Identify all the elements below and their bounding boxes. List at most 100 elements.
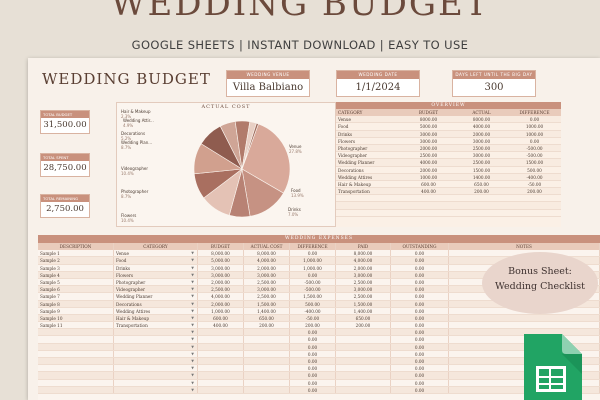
expense-cell-paid[interactable] [336, 372, 391, 379]
expense-cell-budget[interactable] [198, 386, 244, 393]
expense-cell-outstanding[interactable]: 0.00 [391, 286, 449, 293]
expense-cell-description[interactable]: Sample 4 [38, 271, 114, 278]
expense-cell-description[interactable]: Sample 8 [38, 300, 114, 307]
expense-cell-paid[interactable] [336, 379, 391, 386]
expense-cell-description[interactable] [38, 329, 114, 336]
expense-cell-actual-cost[interactable] [244, 365, 290, 372]
expense-cell-difference[interactable]: 0.00 [290, 250, 336, 257]
overview-cell-actual[interactable]: 3000.00 [472, 153, 491, 159]
dropdown-arrow-icon[interactable]: ▼ [191, 308, 194, 313]
expense-cell-paid[interactable]: 8,000.00 [336, 250, 391, 257]
expense-cell-budget[interactable] [198, 358, 244, 365]
expense-cell-category[interactable]: ▼ [114, 343, 198, 350]
overview-cell-difference[interactable]: 1000.00 [525, 131, 544, 137]
expense-cell-outstanding[interactable]: 0.00 [391, 358, 449, 365]
expense-cell-budget[interactable]: 8,000.00 [198, 250, 244, 257]
expense-cell-budget[interactable]: 3,000.00 [198, 271, 244, 278]
expense-cell-description[interactable] [38, 386, 114, 393]
expense-cell-budget[interactable]: 5,000.00 [198, 257, 244, 264]
expense-cell-outstanding[interactable]: 0.00 [391, 278, 449, 286]
expense-cell-budget[interactable]: 2,000.00 [198, 300, 244, 307]
expense-cell-budget[interactable]: 2,500.00 [198, 286, 244, 293]
dropdown-arrow-icon[interactable]: ▼ [191, 287, 194, 292]
expense-cell-paid[interactable]: 1,500.00 [336, 300, 391, 307]
expense-cell-description[interactable]: Sample 3 [38, 264, 114, 271]
dropdown-arrow-icon[interactable]: ▼ [191, 330, 194, 335]
expense-cell-difference[interactable]: 0.00 [290, 386, 336, 393]
expense-cell-budget[interactable] [198, 329, 244, 336]
expense-cell-paid[interactable]: 3,000.00 [336, 286, 391, 293]
expense-cell-outstanding[interactable]: 0.00 [391, 250, 449, 257]
expense-cell-outstanding[interactable]: 0.00 [391, 379, 449, 386]
expense-cell-description[interactable] [38, 350, 114, 357]
overview-cell-actual[interactable]: 1500.00 [472, 167, 491, 173]
expense-cell-description[interactable] [38, 336, 114, 343]
expense-cell-category[interactable]: ▼ [114, 358, 198, 365]
expense-cell-description[interactable]: Sample 1 [38, 250, 114, 257]
expense-cell-paid[interactable] [336, 343, 391, 350]
expense-cell-paid[interactable] [336, 386, 391, 393]
overview-cell-difference[interactable]: 1000.00 [525, 124, 544, 130]
expense-cell-actual-cost[interactable]: 8,000.00 [244, 250, 290, 257]
expense-cell-budget[interactable] [198, 336, 244, 343]
expense-cell-outstanding[interactable]: 0.00 [391, 300, 449, 307]
expense-cell-difference[interactable]: 0.00 [290, 271, 336, 278]
expense-cell-description[interactable]: Sample 6 [38, 286, 114, 293]
overview-cell-budget[interactable]: 4000.00 [419, 160, 438, 166]
overview-cell-category[interactable]: Wedding Attires [338, 174, 373, 180]
overview-cell-category[interactable] [336, 210, 402, 216]
expense-cell-category[interactable]: ▼ [114, 372, 198, 379]
overview-cell-category[interactable]: Flowers [338, 138, 355, 144]
expense-cell-outstanding[interactable]: 0.00 [391, 336, 449, 343]
expense-cell-category[interactable]: Wedding Attires ▼ [114, 307, 198, 314]
overview-cell-budget[interactable]: 2500.00 [419, 153, 438, 159]
expense-cell-difference[interactable]: 0.00 [290, 350, 336, 357]
expense-cell-actual-cost[interactable] [244, 379, 290, 386]
expense-cell-notes[interactable] [449, 322, 600, 329]
expense-cell-actual-cost[interactable] [244, 386, 290, 393]
expense-cell-category[interactable]: Flowers ▼ [114, 271, 198, 278]
expense-cell-actual-cost[interactable]: 3,000.00 [244, 286, 290, 293]
dropdown-arrow-icon[interactable]: ▼ [191, 265, 194, 270]
overview-cell-difference[interactable] [508, 210, 561, 216]
expense-cell-budget[interactable] [198, 379, 244, 386]
expense-cell-description[interactable] [38, 372, 114, 379]
expense-cell-outstanding[interactable]: 0.00 [391, 257, 449, 264]
expense-cell-category[interactable]: Photographer ▼ [114, 278, 198, 286]
expense-cell-actual-cost[interactable]: 2,500.00 [244, 293, 290, 300]
overview-cell-category[interactable]: Drinks [338, 131, 353, 137]
expense-cell-outstanding[interactable]: 0.00 [391, 314, 449, 322]
expense-cell-budget[interactable]: 4,000.00 [198, 293, 244, 300]
expense-cell-budget[interactable] [198, 365, 244, 372]
expense-cell-actual-cost[interactable]: 1,500.00 [244, 300, 290, 307]
overview-cell-difference[interactable] [508, 202, 561, 208]
expense-cell-difference[interactable]: -50.00 [290, 314, 336, 322]
overview-cell-actual[interactable] [455, 195, 508, 201]
expense-cell-actual-cost[interactable]: 200.00 [244, 322, 290, 329]
overview-cell-actual[interactable]: 1400.00 [472, 174, 491, 180]
dropdown-arrow-icon[interactable]: ▼ [191, 366, 194, 371]
expense-cell-actual-cost[interactable] [244, 372, 290, 379]
overview-cell-budget[interactable] [402, 210, 455, 216]
overview-cell-budget[interactable]: 2000.00 [419, 167, 438, 173]
expense-cell-paid[interactable]: 3,000.00 [336, 271, 391, 278]
expense-cell-difference[interactable]: -500.00 [290, 278, 336, 286]
overview-cell-difference[interactable]: -400.00 [526, 174, 543, 180]
expense-cell-category[interactable]: ▼ [114, 386, 198, 393]
expense-cell-budget[interactable]: 1,000.00 [198, 307, 244, 314]
expense-cell-description[interactable] [38, 365, 114, 372]
dropdown-arrow-icon[interactable]: ▼ [191, 351, 194, 356]
expense-cell-paid[interactable]: 2,500.00 [336, 293, 391, 300]
overview-cell-budget[interactable] [402, 202, 455, 208]
expense-cell-difference[interactable]: -400.00 [290, 307, 336, 314]
overview-cell-difference[interactable]: 0.00 [529, 117, 540, 123]
expense-cell-category[interactable]: ▼ [114, 379, 198, 386]
expense-cell-outstanding[interactable]: 0.00 [391, 386, 449, 393]
expense-cell-budget[interactable]: 3,000.00 [198, 264, 244, 271]
expense-cell-difference[interactable]: 1,500.00 [290, 293, 336, 300]
expense-cell-description[interactable]: Sample 7 [38, 293, 114, 300]
dropdown-arrow-icon[interactable]: ▼ [191, 323, 194, 328]
expense-cell-actual-cost[interactable] [244, 350, 290, 357]
expense-cell-difference[interactable]: 1,000.00 [290, 257, 336, 264]
expense-cell-category[interactable]: ▼ [114, 336, 198, 343]
